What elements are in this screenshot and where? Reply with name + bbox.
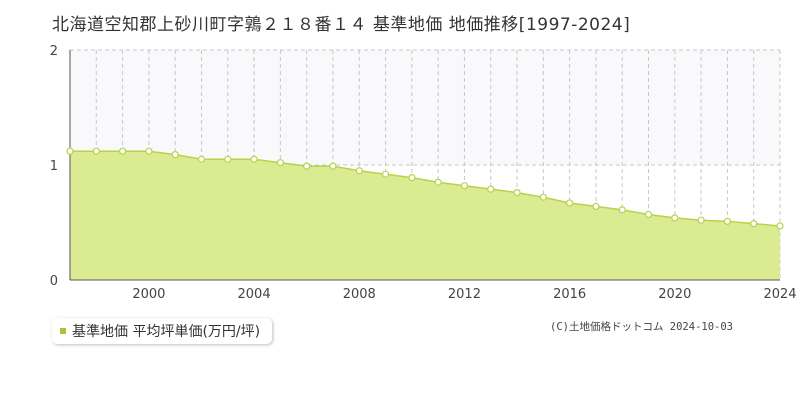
data-point xyxy=(276,159,284,167)
data-point xyxy=(381,170,390,178)
y-tick-label: 0 xyxy=(50,274,58,289)
data-point xyxy=(723,217,732,225)
data-point xyxy=(644,210,653,219)
data-point xyxy=(776,222,784,230)
data-point xyxy=(224,155,232,163)
data-point xyxy=(434,178,442,186)
data-point xyxy=(408,174,416,182)
series-area xyxy=(70,151,780,280)
copyright-text: (C)土地価格ドットコム 2024-10-03 xyxy=(550,321,734,333)
data-point xyxy=(513,189,521,197)
data-point xyxy=(592,202,600,210)
x-tick-label: 2012 xyxy=(448,287,481,302)
data-point xyxy=(118,147,127,155)
data-point xyxy=(750,220,758,228)
data-point xyxy=(66,147,74,155)
data-point xyxy=(539,193,547,201)
x-tick-label: 2020 xyxy=(658,287,691,302)
legend: 基準地価 平均坪単価(万円/坪) xyxy=(52,318,273,344)
data-point xyxy=(145,147,153,155)
data-point xyxy=(697,216,705,224)
y-tick-label: 2 xyxy=(50,44,58,59)
data-point xyxy=(566,199,574,207)
data-point xyxy=(671,214,679,222)
x-tick-label: 2004 xyxy=(238,287,271,302)
data-point xyxy=(171,151,179,159)
series-points xyxy=(66,147,784,230)
chart-upper-band xyxy=(70,50,780,165)
data-point xyxy=(197,155,206,163)
series-line xyxy=(70,150,781,227)
y-tick-label: 1 xyxy=(50,159,58,174)
data-point xyxy=(618,206,626,214)
legend-label: 基準地価 平均坪単価(万円/坪) xyxy=(72,324,261,340)
data-point xyxy=(92,147,100,155)
data-point xyxy=(355,167,363,175)
x-tick-label: 2016 xyxy=(553,287,586,302)
data-point xyxy=(250,155,258,163)
x-tick-label: 2008 xyxy=(343,287,376,302)
x-tick-labels: 2000 2004 2008 2012 2016 2020 2024 xyxy=(132,287,796,302)
data-point xyxy=(303,162,311,170)
x-tick-label: 2024 xyxy=(763,287,796,302)
horizontal-gridlines xyxy=(70,49,780,166)
data-point xyxy=(460,182,469,190)
data-point xyxy=(487,185,495,193)
legend-marker xyxy=(60,328,66,334)
x-tick-label: 2000 xyxy=(132,287,165,302)
y-tick-labels: 0 1 2 xyxy=(50,44,58,289)
chart-title: 北海道空知郡上砂川町字鶉２１８番１４ 基準地価 地価推移[1997-2024] xyxy=(52,15,631,35)
data-point xyxy=(329,162,337,170)
